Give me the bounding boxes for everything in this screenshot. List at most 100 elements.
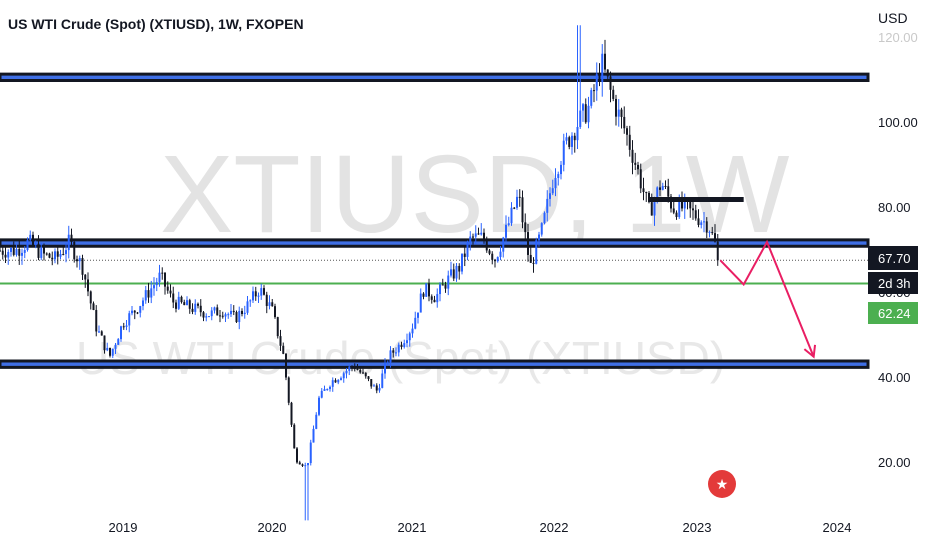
candle-down [620,107,623,129]
candle-up [128,310,131,333]
candle-up [466,240,469,261]
candle-body [562,140,565,165]
candle-down [529,246,532,263]
candle-body [326,389,329,391]
candle-body [395,352,397,354]
candle-up [329,385,331,392]
candle-body [521,197,524,223]
zone-band-1 [0,238,870,248]
candle-body [180,296,183,303]
candle-body [705,221,708,233]
candle-body [318,397,320,415]
candle-down [463,245,466,267]
candle-body [153,285,155,289]
candle-body [491,253,494,260]
candle-body [92,303,95,311]
candle-body [510,207,513,224]
candle-up [505,215,507,242]
candle-body [711,232,714,234]
candle-body [315,414,318,429]
candle-body [188,300,191,309]
candle-down [147,282,150,303]
candle-body [243,312,246,315]
candle-down [70,228,73,248]
candle-body [147,290,150,298]
candle-down [494,258,496,268]
y-tick-label: 100.00 [878,115,918,130]
candle-body [246,301,249,313]
candle-body [568,137,571,147]
candle-body [230,310,232,315]
candle-body [98,331,100,333]
candle-up [499,246,502,261]
candle-down [265,291,268,314]
candle-up [106,342,109,352]
candle-down [221,311,224,319]
candle-down [18,240,21,265]
candle-body [573,135,576,141]
candle-body [403,343,406,348]
candle-down [705,217,708,239]
candle-body [543,212,546,224]
candle-up [535,237,538,265]
candle-body [400,344,403,348]
candle-body [1,250,4,255]
candle-body [260,288,263,296]
candle-down [444,281,447,293]
candle-up [194,299,197,315]
candle-down [48,252,51,259]
candle-body [7,251,10,258]
candle-down [92,301,95,311]
candle-body [458,265,461,272]
candle-body [257,295,260,297]
candle-down [711,226,714,235]
candle-body [381,373,384,388]
candle-down [290,401,293,428]
x-tick-label: 2019 [108,520,138,535]
candle-body [62,254,65,256]
candle-up [549,187,551,207]
candle-body [408,333,411,341]
x-tick-label: 2020 [257,520,287,535]
candle-up [703,212,705,233]
candle-up [345,367,348,379]
candle-body [703,221,705,223]
candle-up [546,190,549,222]
candle-body [615,98,617,117]
candle-down [161,267,164,280]
candle-up [538,231,540,247]
candle-body [353,366,356,369]
candle-body [155,282,158,286]
candle-body [282,345,285,354]
candle-body [0,250,1,252]
candle-body [221,315,224,317]
candle-body [593,90,595,92]
candle-body [675,212,678,218]
us-flag-icon[interactable]: ★ [708,470,736,498]
candle-body [114,344,117,349]
watermark-big: XTIUSD, 1W [160,133,790,256]
candle-down [694,204,697,221]
candle-body [263,288,265,295]
candle-down [73,238,76,263]
candle-down [637,161,639,175]
candle-down [623,106,626,134]
candle-body [359,369,362,373]
candle-body [103,335,106,351]
candle-body [265,294,268,306]
candle-up [224,312,227,322]
candle-body [628,134,631,150]
candle-body [428,283,430,297]
candle-body [210,310,213,317]
candle-down [334,378,337,383]
green-line-price-value: 62.24 [878,305,911,321]
candle-body [373,385,375,387]
candle-down [1,246,4,260]
candle-body [700,222,703,225]
candle-body [650,202,653,216]
candle-down [659,180,661,197]
candle-body [320,390,323,398]
candle-body [507,223,510,225]
candle-up [307,463,309,521]
